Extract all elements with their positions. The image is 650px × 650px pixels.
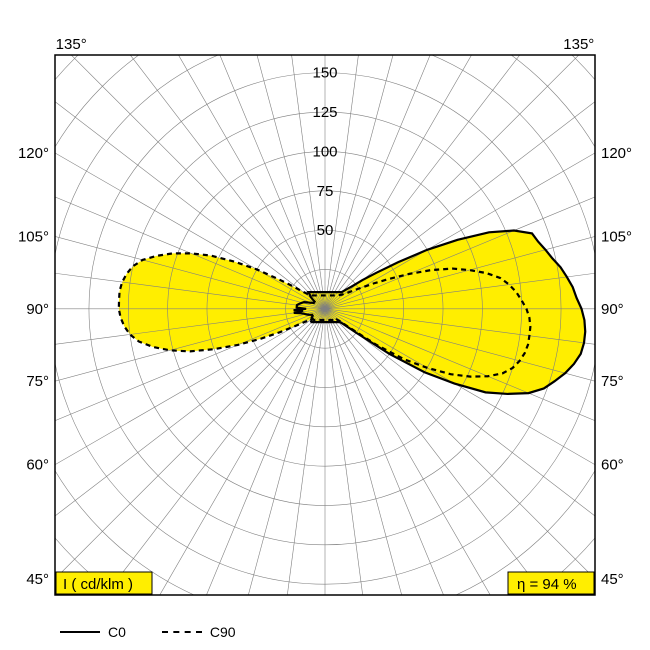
legend-c0-label: C0: [108, 624, 126, 640]
angle-label-left: 45°: [26, 571, 49, 588]
polar-chart: 50 75 100 125 150 45° 45° 60° 60° 75° 75° 90° 90° 105…: [0, 0, 650, 620]
angle-label-right: 135°: [563, 36, 594, 53]
radial-tick-label: 100: [312, 143, 337, 160]
legend-line-dashed: [162, 631, 202, 633]
angle-label-right: 120°: [601, 145, 632, 162]
angle-label-right: 90°: [601, 301, 624, 318]
angle-label-left: 120°: [18, 145, 49, 162]
angle-label-right: 45°: [601, 571, 624, 588]
angle-label-left: 75°: [26, 373, 49, 390]
angle-label-left: 60°: [26, 457, 49, 474]
angle-label-right: 75°: [601, 373, 624, 390]
unit-label: I ( cd/klm ): [63, 576, 133, 593]
legend-c90-label: C90: [210, 624, 236, 640]
legend: C0 C90: [0, 620, 650, 640]
legend-line-solid: [60, 631, 100, 633]
radial-tick-label: 125: [312, 104, 337, 121]
angle-label-right: 105°: [601, 228, 632, 245]
angle-label-right: 60°: [601, 457, 624, 474]
efficiency-label: η = 94 %: [517, 576, 577, 593]
radial-tick-label: 50: [317, 222, 334, 239]
radial-tick-label: 150: [312, 65, 337, 82]
angle-label-left: 135°: [56, 36, 87, 53]
angle-label-left: 90°: [26, 301, 49, 318]
radial-tick-label: 75: [317, 183, 334, 200]
angle-label-left: 105°: [18, 228, 49, 245]
